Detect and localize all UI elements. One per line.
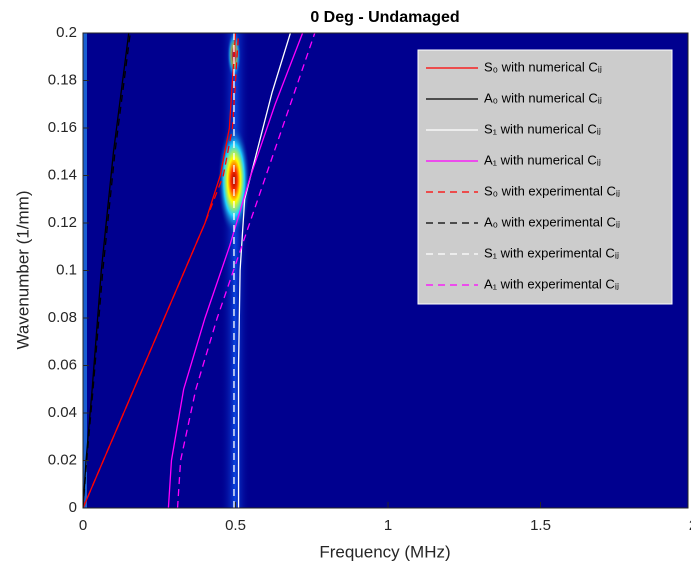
legend-label: A₀ with experimental Cᵢⱼ [484, 214, 620, 229]
legend-label: A₁ with experimental Cᵢⱼ [484, 276, 619, 291]
y-tick-label: 0.1 [56, 261, 77, 278]
y-tick-label: 0.12 [48, 214, 77, 231]
legend: S₀ with numerical Cᵢⱼ A₀ with numerical C… [417, 49, 673, 305]
lines [83, 33, 316, 508]
x-tick-label: 1.5 [530, 517, 551, 534]
series-line [237, 33, 292, 508]
chart-title: 0 Deg - Undamaged [310, 9, 459, 26]
x-tick-label: 2 [689, 517, 691, 534]
legend-label: S₀ with numerical Cᵢⱼ [484, 59, 602, 74]
y-tick-label: 0.18 [48, 71, 77, 88]
x-tick-label: 0.5 [225, 517, 246, 534]
legend-label: S₀ with experimental Cᵢⱼ [484, 183, 620, 198]
series-line [83, 33, 131, 508]
legend-box [417, 49, 673, 305]
series-line [167, 33, 304, 508]
x-tick-label: 0 [79, 517, 87, 534]
x-tick-label: 1 [384, 517, 392, 534]
legend-label: S₁ with numerical Cᵢⱼ [484, 121, 601, 136]
y-tick-label: 0.16 [48, 119, 77, 136]
series-line [176, 33, 316, 508]
legend-label: A₁ with numerical Cᵢⱼ [484, 152, 601, 167]
y-axis-label: Wavenumber (1/mm) [13, 190, 32, 349]
y-tick-label: 0.14 [48, 166, 77, 183]
y-tick-label: 0.06 [48, 356, 77, 373]
y-tick-label: 0.08 [48, 309, 77, 326]
y-tick-label: 0.2 [56, 24, 77, 41]
heat-band [220, 33, 250, 508]
y-tick-label: 0.04 [48, 404, 77, 421]
legend-label: A₀ with numerical Cᵢⱼ [484, 90, 602, 105]
series-line [83, 33, 240, 508]
legend-label: S₁ with experimental Cᵢⱼ [484, 245, 619, 260]
y-tick-label: 0 [69, 499, 77, 516]
y-tick-label: 0.02 [48, 451, 77, 468]
x-axis-label: Frequency (MHz) [319, 542, 450, 561]
